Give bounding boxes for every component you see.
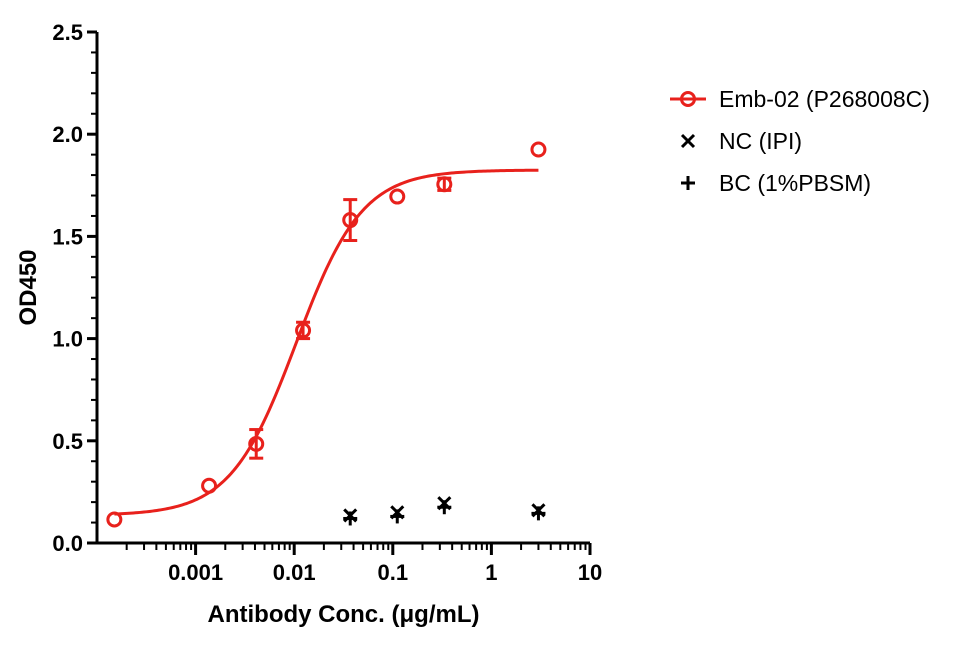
y-tick-label: 0.5 — [52, 429, 83, 454]
legend-entry: NC (IPI) — [680, 128, 802, 154]
legend-entry: Emb-02 (P268008C) — [670, 86, 930, 112]
legend-label: BC (1%PBSM) — [719, 170, 871, 196]
legend: Emb-02 (P268008C) NC (IPI) BC (1%PBSM) — [670, 86, 930, 196]
y-tick-label: 2.0 — [52, 122, 83, 147]
x-tick-label: 0.1 — [378, 560, 409, 585]
data-point — [389, 188, 406, 205]
legend-label: NC (IPI) — [719, 128, 802, 154]
data-point — [342, 212, 359, 229]
data-point — [390, 509, 405, 524]
legend-label: Emb-02 (P268008C) — [719, 86, 930, 112]
x-tick-label: 0.001 — [168, 560, 223, 585]
data-point — [437, 500, 452, 515]
y-tick-label: 1.5 — [52, 224, 83, 249]
marker-stroke — [680, 133, 696, 149]
plot-area — [106, 141, 547, 528]
y-tick-label: 0.0 — [52, 531, 83, 556]
legend-marker — [681, 176, 695, 190]
y-tick-label: 2.5 — [52, 20, 83, 45]
y-tick-label: 1.0 — [52, 327, 83, 352]
x-tick-label: 10 — [578, 560, 602, 585]
x-tick-label: 1 — [485, 560, 497, 585]
axes: Antibody Conc. (μg/mL) OD450 0.0 0.5 1.0 1.… — [15, 20, 602, 628]
data-point — [248, 435, 265, 452]
data-point — [295, 322, 312, 339]
legend-marker — [680, 133, 696, 149]
legend-marker — [680, 91, 696, 107]
data-point — [436, 176, 453, 193]
data-point — [201, 477, 218, 494]
legend-entry: BC (1%PBSM) — [681, 170, 871, 196]
data-point — [531, 506, 546, 521]
fit-curve — [114, 168, 539, 516]
x-axis-title: Antibody Conc. (μg/mL) — [208, 601, 480, 628]
y-axis-title: OD450 — [15, 249, 42, 325]
data-point — [530, 141, 547, 158]
x-tick-label: 0.01 — [273, 560, 316, 585]
data-point — [106, 511, 123, 528]
data-point — [343, 511, 358, 526]
